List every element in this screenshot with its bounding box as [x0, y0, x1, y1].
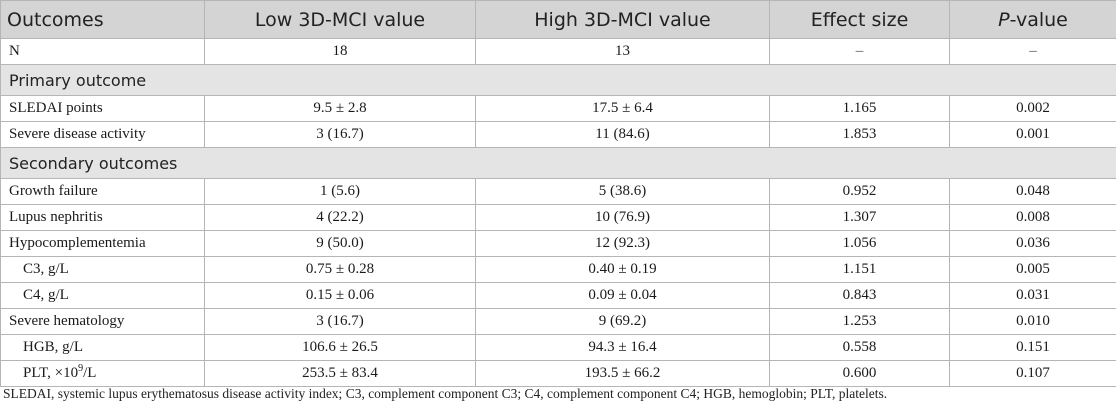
low-value: 106.6 ± 26.5 — [204, 334, 476, 361]
row-label-prefix: PLT, ×10 — [23, 365, 79, 381]
table-row: C3, g/L 0.75 ± 0.28 0.40 ± 0.19 1.151 0.… — [0, 256, 1116, 283]
p-value: 0.151 — [949, 334, 1116, 361]
row-label: N — [0, 38, 205, 65]
section-title: Primary outcome — [0, 64, 1116, 96]
p-value: 0.048 — [949, 178, 1116, 205]
row-label: Lupus nephritis — [0, 204, 205, 231]
header-p-value: P-value — [949, 0, 1116, 39]
table-row: Severe disease activity 3 (16.7) 11 (84.… — [0, 121, 1116, 148]
high-value: 13 — [475, 38, 770, 65]
low-value: 18 — [204, 38, 476, 65]
p-value: – — [949, 38, 1116, 65]
low-value: 3 (16.7) — [204, 121, 476, 148]
table-row-n: N 18 13 – – — [0, 38, 1116, 65]
row-label: Hypocomplementemia — [0, 230, 205, 257]
low-value: 253.5 ± 83.4 — [204, 360, 476, 387]
effect-size-value: 1.307 — [769, 204, 950, 231]
table-row: Growth failure 1 (5.6) 5 (38.6) 0.952 0.… — [0, 178, 1116, 205]
high-value: 0.40 ± 0.19 — [475, 256, 770, 283]
high-value: 5 (38.6) — [475, 178, 770, 205]
low-value: 9.5 ± 2.8 — [204, 95, 476, 122]
effect-size-value: – — [769, 38, 950, 65]
header-p-rest: -value — [1009, 8, 1068, 31]
section-header-secondary: Secondary outcomes — [0, 147, 1116, 179]
outcomes-table: Outcomes Low 3D-MCI value High 3D-MCI va… — [0, 0, 1116, 387]
high-value: 17.5 ± 6.4 — [475, 95, 770, 122]
low-value: 4 (22.2) — [204, 204, 476, 231]
p-value: 0.010 — [949, 308, 1116, 335]
section-header-primary: Primary outcome — [0, 64, 1116, 96]
row-label: C3, g/L — [0, 256, 205, 283]
table-row: Severe hematology 3 (16.7) 9 (69.2) 1.25… — [0, 308, 1116, 335]
low-value: 9 (50.0) — [204, 230, 476, 257]
effect-size-value: 1.165 — [769, 95, 950, 122]
high-value: 193.5 ± 66.2 — [475, 360, 770, 387]
effect-size-value: 1.056 — [769, 230, 950, 257]
effect-size-value: 1.853 — [769, 121, 950, 148]
effect-size-value: 0.558 — [769, 334, 950, 361]
p-value: 0.005 — [949, 256, 1116, 283]
header-row: Outcomes Low 3D-MCI value High 3D-MCI va… — [0, 0, 1116, 39]
low-value: 0.75 ± 0.28 — [204, 256, 476, 283]
table-row: Hypocomplementemia 9 (50.0) 12 (92.3) 1.… — [0, 230, 1116, 257]
effect-size-value: 0.843 — [769, 282, 950, 309]
p-value: 0.036 — [949, 230, 1116, 257]
header-p-italic: P — [998, 8, 1010, 31]
header-high-3dmci: High 3D-MCI value — [475, 0, 770, 39]
header-outcomes: Outcomes — [0, 0, 205, 39]
row-label-superscript: 9 — [78, 363, 84, 374]
low-value: 1 (5.6) — [204, 178, 476, 205]
row-label-suffix: /L — [83, 365, 97, 381]
p-value: 0.107 — [949, 360, 1116, 387]
row-label: C4, g/L — [0, 282, 205, 309]
table-row: HGB, g/L 106.6 ± 26.5 94.3 ± 16.4 0.558 … — [0, 334, 1116, 361]
header-low-3dmci: Low 3D-MCI value — [204, 0, 476, 39]
table-row: PLT, ×109/L 253.5 ± 83.4 193.5 ± 66.2 0.… — [0, 360, 1116, 387]
row-label: SLEDAI points — [0, 95, 205, 122]
row-label: PLT, ×109/L — [0, 360, 205, 387]
section-title: Secondary outcomes — [0, 147, 1116, 179]
low-value: 3 (16.7) — [204, 308, 476, 335]
effect-size-value: 0.600 — [769, 360, 950, 387]
table-row: SLEDAI points 9.5 ± 2.8 17.5 ± 6.4 1.165… — [0, 95, 1116, 122]
header-effect-size: Effect size — [769, 0, 950, 39]
high-value: 11 (84.6) — [475, 121, 770, 148]
p-value: 0.001 — [949, 121, 1116, 148]
effect-size-value: 1.253 — [769, 308, 950, 335]
effect-size-value: 0.952 — [769, 178, 950, 205]
high-value: 94.3 ± 16.4 — [475, 334, 770, 361]
row-label: Growth failure — [0, 178, 205, 205]
p-value: 0.002 — [949, 95, 1116, 122]
low-value: 0.15 ± 0.06 — [204, 282, 476, 309]
row-label: Severe disease activity — [0, 121, 205, 148]
effect-size-value: 1.151 — [769, 256, 950, 283]
row-label: HGB, g/L — [0, 334, 205, 361]
table-footnote: SLEDAI, systemic lupus erythematosus dis… — [3, 386, 888, 401]
high-value: 9 (69.2) — [475, 308, 770, 335]
high-value: 0.09 ± 0.04 — [475, 282, 770, 309]
table-row: C4, g/L 0.15 ± 0.06 0.09 ± 0.04 0.843 0.… — [0, 282, 1116, 309]
row-label: Severe hematology — [0, 308, 205, 335]
p-value: 0.008 — [949, 204, 1116, 231]
high-value: 12 (92.3) — [475, 230, 770, 257]
high-value: 10 (76.9) — [475, 204, 770, 231]
table-row: Lupus nephritis 4 (22.2) 10 (76.9) 1.307… — [0, 204, 1116, 231]
p-value: 0.031 — [949, 282, 1116, 309]
